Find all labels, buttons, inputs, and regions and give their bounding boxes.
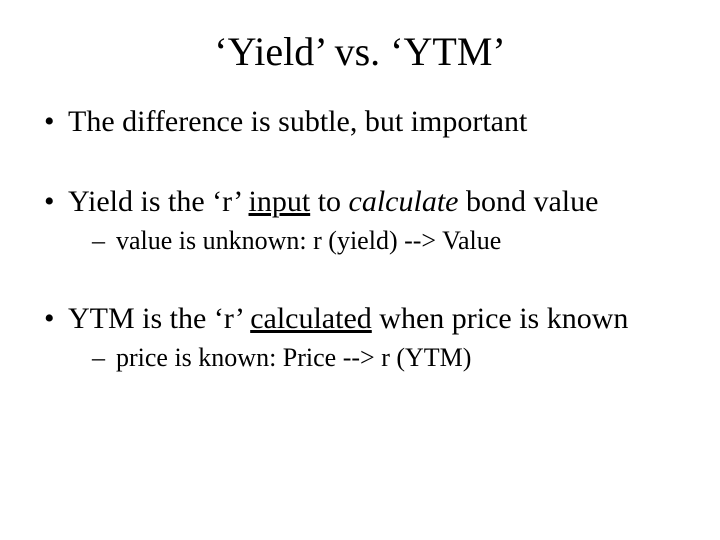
spacer [40,266,680,292]
sub-bullet-item: price is known: Price --> r (YTM) [68,341,680,375]
bullet-text-underline: calculated [250,302,372,335]
bullet-text-italic: calculate [349,185,459,218]
bullet-item: Yield is the ‘r’ input to calculate bond… [40,183,680,258]
bullet-text-part: bond value [458,185,598,218]
bullet-text-underline: input [249,185,311,218]
sub-bullet-list: value is unknown: r (yield) --> Value [68,224,680,258]
spacer [40,149,680,175]
sub-bullet-item: value is unknown: r (yield) --> Value [68,224,680,258]
bullet-text-part: to [310,185,348,218]
sub-bullet-text: price is known: Price --> r (YTM) [116,343,471,372]
bullet-list: The difference is subtle, but important … [40,103,680,375]
bullet-text: The difference is subtle, but important [68,105,527,138]
sub-bullet-text: value is unknown: r (yield) --> Value [116,226,501,255]
bullet-text-part: when price is known [372,302,629,335]
bullet-text-part: Yield is the ‘r’ [68,185,249,218]
sub-bullet-list: price is known: Price --> r (YTM) [68,341,680,375]
bullet-text-part: YTM is the ‘r’ [68,302,250,335]
bullet-item: The difference is subtle, but important [40,103,680,141]
bullet-item: YTM is the ‘r’ calculated when price is … [40,300,680,375]
slide: ‘Yield’ vs. ‘YTM’ The difference is subt… [0,0,720,540]
slide-title: ‘Yield’ vs. ‘YTM’ [40,28,680,75]
